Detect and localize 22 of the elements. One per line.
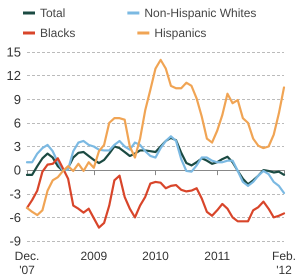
line-series (26, 135, 286, 194)
y-tick-label: 6 (14, 115, 21, 130)
legend-label: Non-Hispanic Whites (144, 6, 256, 20)
legend-label: Blacks (40, 26, 76, 40)
legend-label: Hispanics (154, 26, 206, 40)
line-series (26, 157, 286, 229)
x-tick-label: 2009 (80, 249, 108, 263)
x-tick-label: 2011 (204, 249, 230, 263)
y-tick-label: 15 (6, 44, 21, 60)
line-series (26, 136, 286, 186)
y-tick-label: 0 (14, 162, 21, 178)
y-tick-label: 9 (14, 92, 21, 107)
legend-label: Total (40, 6, 66, 20)
y-tick-label: -9 (9, 234, 21, 248)
line-series (26, 58, 286, 216)
y-tick-label: 12 (6, 68, 21, 84)
y-tick-label: -6 (9, 210, 21, 225)
y-tick-label: -3 (9, 186, 21, 202)
x-tick-label: 2010 (142, 249, 170, 263)
x-tick-label: Feb. '12 (272, 249, 296, 277)
y-tick-label: 3 (14, 139, 21, 154)
x-tick-label: Dec. '07 (14, 249, 40, 277)
